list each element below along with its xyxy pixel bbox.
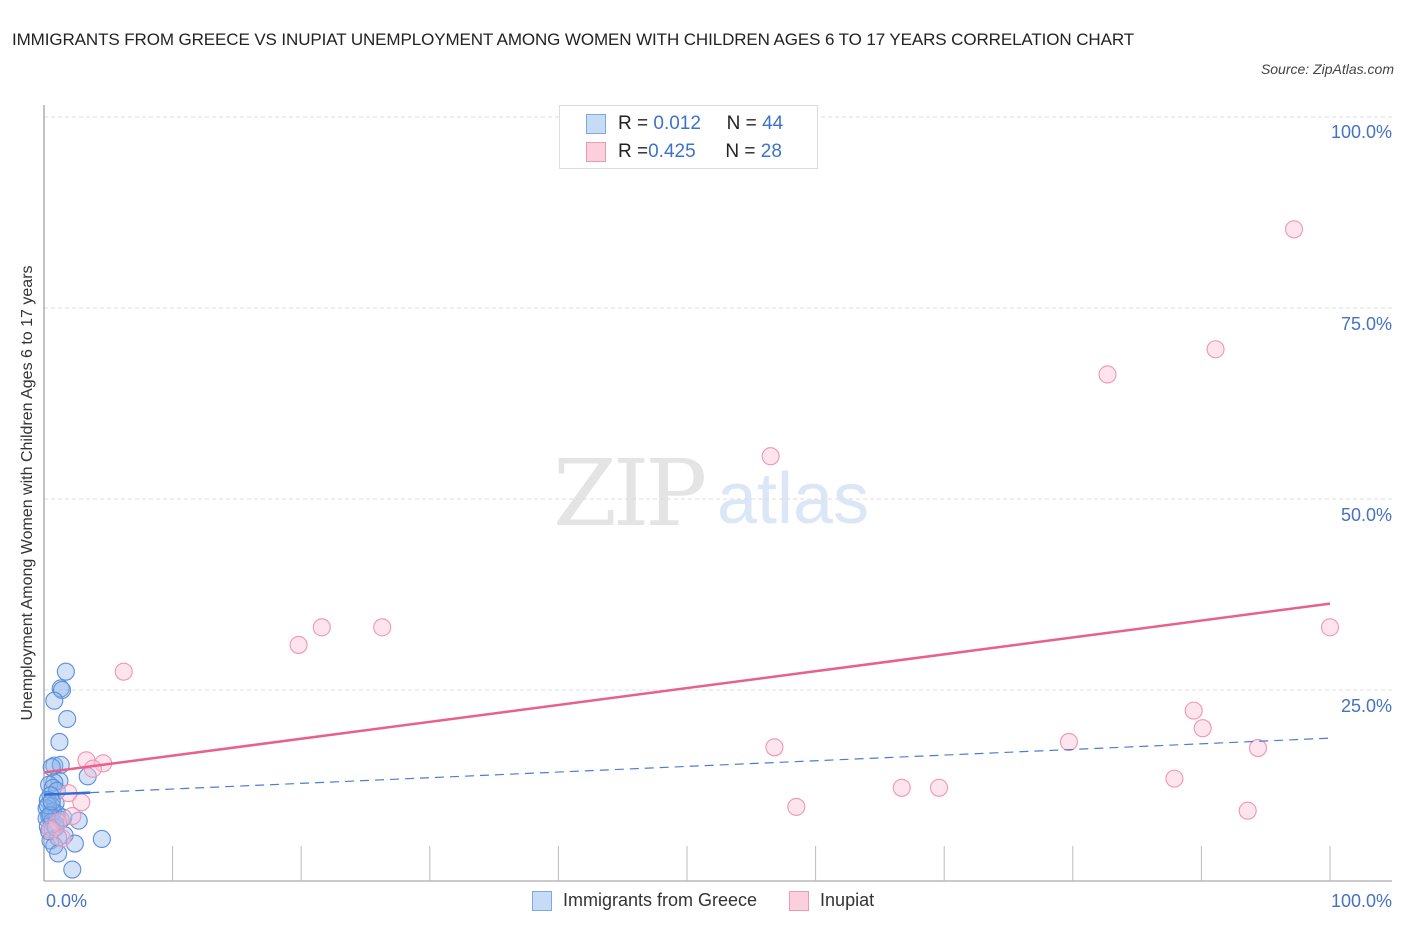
- data-point-greece: [50, 732, 69, 752]
- legend-swatch-greece-icon: [532, 890, 552, 911]
- watermark-zip: ZIP: [553, 440, 707, 547]
- data-point-inupiat: [373, 618, 392, 637]
- data-point-inupiat: [761, 447, 780, 466]
- trend-lines: [43, 602, 1331, 796]
- axes: [43, 105, 1392, 882]
- data-point-inupiat: [83, 759, 102, 778]
- n-label: N =: [726, 113, 757, 134]
- y-tick-75: 75.0%: [1340, 314, 1392, 334]
- data-point-greece: [69, 811, 88, 830]
- data-point-inupiat: [289, 635, 308, 654]
- data-point-inupiat: [1098, 365, 1117, 384]
- data-point-inupiat: [52, 829, 72, 848]
- correlation-legend: R = 0.012 N = 44 R = 0.425 N = 28: [559, 105, 818, 169]
- y-tick-50: 50.0%: [1340, 505, 1392, 525]
- data-point-greece: [49, 844, 68, 863]
- data-point-inupiat: [930, 778, 949, 797]
- data-point-greece: [92, 829, 111, 849]
- data-point-inupiat: [765, 738, 784, 757]
- trend-line-greece-dashed: [90, 737, 1331, 794]
- n-value: 44: [762, 113, 784, 134]
- swatch-blue-icon: [586, 114, 606, 134]
- y-tick-100: 100.0%: [1330, 122, 1392, 142]
- swatch-pink-icon: [586, 142, 606, 162]
- r-value: 0.012: [653, 113, 701, 134]
- data-point-inupiat: [1284, 220, 1304, 239]
- y-axis-label: Unemployment Among Women with Children A…: [19, 265, 36, 721]
- series-inupiat: [41, 220, 1340, 848]
- data-point-greece: [42, 792, 61, 811]
- trend-line-greece-solid: [43, 791, 91, 796]
- y-tick-25: 25.0%: [1340, 696, 1392, 716]
- data-point-greece: [56, 662, 75, 681]
- data-point-greece: [45, 691, 64, 710]
- data-point-inupiat: [1248, 739, 1268, 758]
- series-immigrants-from-greece: [37, 662, 111, 879]
- data-point-inupiat: [114, 662, 133, 681]
- data-point-inupiat: [1059, 732, 1078, 752]
- data-point-greece: [58, 709, 77, 729]
- x-tick-0: 0.0%: [46, 891, 88, 911]
- source-label: Source: ZipAtlas.com: [1260, 61, 1394, 77]
- gridlines: [44, 116, 1392, 691]
- trend-line-inupiat: [43, 602, 1331, 774]
- data-point-inupiat: [1206, 340, 1225, 359]
- data-point-inupiat: [312, 618, 331, 637]
- r-value: 0.425: [648, 141, 696, 162]
- legend-swatch-inupiat-icon: [789, 890, 810, 911]
- series-legend: Immigrants from Greece Inupiat: [532, 890, 874, 911]
- data-point-inupiat: [1320, 618, 1340, 637]
- legend-label-greece: Immigrants from Greece: [563, 890, 758, 910]
- data-point-inupiat: [1238, 801, 1257, 820]
- data-point-greece: [63, 860, 82, 879]
- legend-row-inupiat: R = 0.425 N = 28: [586, 139, 782, 165]
- legend-label-inupiat: Inupiat: [820, 890, 875, 910]
- data-point-inupiat: [787, 797, 806, 816]
- data-point-inupiat: [892, 778, 911, 797]
- data-point-inupiat: [1165, 769, 1184, 788]
- data-point-inupiat: [1193, 719, 1212, 738]
- chart-title: IMMIGRANTS FROM GREECE VS INUPIAT UNEMPL…: [12, 30, 1134, 49]
- r-label: R =: [618, 113, 649, 134]
- x-tick-100: 100.0%: [1330, 891, 1392, 911]
- r-label: R =: [618, 141, 649, 162]
- n-label: N =: [725, 141, 756, 162]
- n-value: 28: [760, 141, 782, 162]
- legend-row-greece: R = 0.012 N = 44: [586, 111, 783, 137]
- data-point-inupiat: [1184, 701, 1203, 720]
